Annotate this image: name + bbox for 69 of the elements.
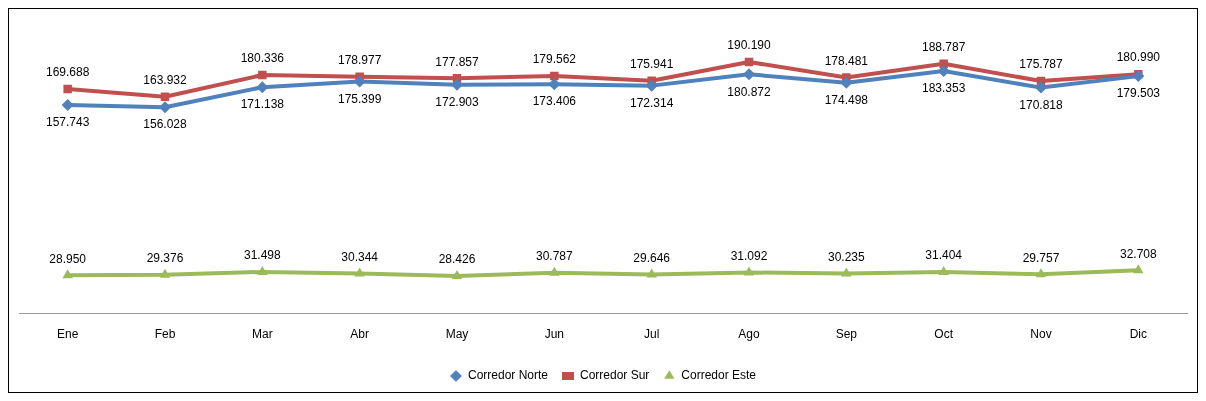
data-label: 32.708 bbox=[1119, 246, 1158, 261]
data-label: 29.376 bbox=[146, 251, 184, 266]
point bbox=[160, 92, 170, 101]
data-label: 180.872 bbox=[727, 84, 772, 99]
data-label: 30.787 bbox=[535, 249, 574, 264]
data-label: 30.344 bbox=[341, 249, 379, 264]
point bbox=[258, 70, 267, 80]
data-label: 175.941 bbox=[629, 57, 674, 72]
data-label: 175.399 bbox=[337, 91, 382, 106]
point bbox=[159, 268, 171, 278]
data-label: 178.977 bbox=[337, 53, 382, 68]
data-label: 190.190 bbox=[727, 38, 772, 53]
point bbox=[938, 266, 949, 276]
data-label: 29.646 bbox=[633, 250, 671, 265]
data-label: 156.028 bbox=[143, 117, 188, 132]
data-label: 163.932 bbox=[143, 73, 188, 88]
legend-label: Corredor Este bbox=[681, 368, 757, 383]
point bbox=[1035, 268, 1047, 278]
data-label: 172.903 bbox=[435, 95, 480, 110]
point bbox=[257, 265, 268, 275]
data-label: 31.404 bbox=[925, 248, 963, 263]
x-tick-label: May bbox=[445, 327, 469, 342]
x-tick-label: Abr bbox=[350, 327, 370, 342]
data-label: 188.787 bbox=[921, 40, 966, 55]
data-label: 172.314 bbox=[629, 95, 674, 110]
legend-label: Corredor Sur bbox=[579, 368, 650, 383]
data-label: 29.757 bbox=[1022, 250, 1060, 265]
x-tick-label: Feb bbox=[154, 327, 176, 342]
data-label: 157.743 bbox=[45, 115, 90, 130]
point bbox=[451, 269, 463, 279]
point bbox=[841, 267, 852, 277]
point bbox=[550, 71, 559, 81]
x-tick-label: Ago bbox=[738, 327, 760, 342]
data-label: 30.235 bbox=[827, 249, 866, 264]
point bbox=[451, 78, 463, 91]
data-label: 175.787 bbox=[1019, 57, 1064, 72]
data-label: 177.857 bbox=[435, 54, 480, 69]
data-label: 171.138 bbox=[240, 97, 285, 112]
data-label: 180.336 bbox=[240, 51, 285, 66]
data-label: 31.498 bbox=[243, 248, 282, 263]
data-label: 28.950 bbox=[49, 251, 87, 266]
data-label: 183.353 bbox=[921, 81, 966, 96]
point bbox=[549, 266, 560, 276]
data-label: 178.481 bbox=[824, 53, 869, 68]
point bbox=[743, 68, 755, 81]
point bbox=[1035, 81, 1047, 94]
x-tick-label: Sep bbox=[835, 327, 858, 342]
data-label: 169.688 bbox=[45, 65, 90, 80]
point bbox=[63, 84, 72, 94]
x-tick-label: Nov bbox=[1030, 327, 1052, 342]
x-tick-label: Mar bbox=[252, 327, 273, 342]
data-label: 179.503 bbox=[1116, 86, 1161, 101]
x-tick-label: Ene bbox=[56, 327, 79, 342]
point bbox=[159, 101, 171, 114]
data-label: 28.426 bbox=[438, 252, 476, 267]
data-label: 173.406 bbox=[532, 94, 577, 109]
data-label: 179.562 bbox=[532, 52, 577, 67]
x-tick-label: Dic bbox=[1129, 327, 1148, 342]
data-label: 180.990 bbox=[1116, 50, 1161, 65]
legend-label: Corredor Norte bbox=[467, 368, 549, 383]
point bbox=[1133, 264, 1144, 274]
point bbox=[1132, 70, 1145, 83]
x-tick-label: Oct bbox=[934, 327, 954, 342]
point bbox=[62, 269, 73, 279]
data-label: 170.818 bbox=[1019, 97, 1064, 112]
x-tick-label: Jun bbox=[544, 327, 565, 342]
x-tick-label: Jul bbox=[643, 327, 660, 342]
data-label: 31.092 bbox=[730, 248, 768, 263]
data-label: 174.498 bbox=[824, 93, 869, 108]
